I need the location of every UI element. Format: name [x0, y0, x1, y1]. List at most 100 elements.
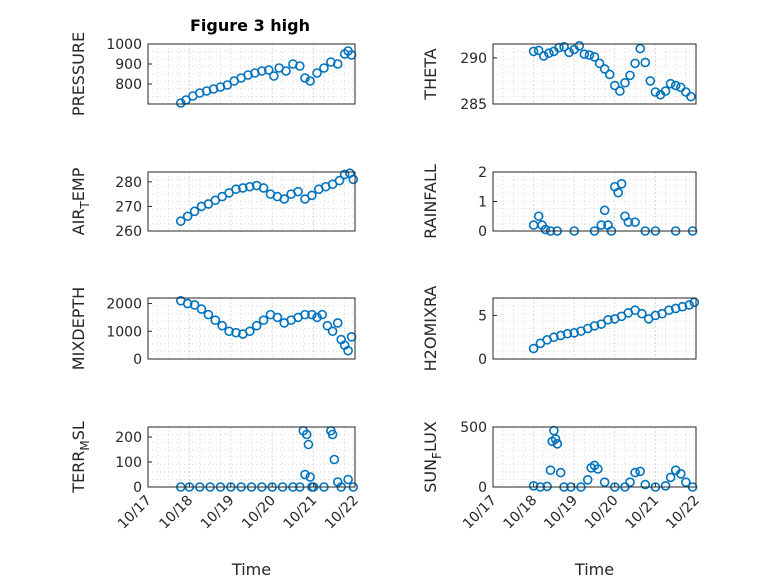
data-point: [604, 69, 615, 80]
data-point: [327, 429, 338, 440]
data-point: [599, 205, 610, 216]
axes-frame: [147, 426, 356, 488]
data-point: [533, 211, 544, 222]
figure-title: Figure 3 high: [190, 16, 310, 35]
data-point: [596, 220, 607, 230]
axes-frame: [492, 426, 697, 488]
y-tick-label: 100: [115, 455, 142, 471]
data-point: [263, 65, 274, 75]
y-tick-label: 900: [115, 57, 142, 73]
data-point: [322, 320, 333, 331]
y-tick-label: 285: [460, 97, 487, 113]
data-point: [544, 48, 554, 59]
subplot-mixdepth: 0 1000 2000 MIXDEPTH: [69, 287, 357, 370]
y-tick-label: 0: [478, 352, 487, 368]
data-point: [258, 183, 269, 193]
data-point: [584, 50, 595, 60]
data-point: [305, 76, 315, 86]
data-point: [272, 312, 283, 323]
y-axis-label: AIRTEMP: [69, 167, 92, 235]
data-point: [660, 480, 671, 491]
data-point: [599, 64, 610, 74]
data-point: [569, 328, 580, 338]
data-point: [317, 309, 328, 320]
data-point: [182, 298, 193, 309]
subplot-theta: 285 290 THETA: [421, 41, 697, 113]
data-point: [549, 332, 559, 343]
y-tick-label: 0: [478, 480, 487, 496]
data-point: [589, 52, 600, 62]
data-point: [339, 169, 350, 180]
y-tick-label: 0: [133, 352, 142, 368]
data-point: [327, 326, 338, 337]
data-point: [301, 429, 312, 440]
data-point: [582, 474, 593, 485]
plot-area: [493, 298, 696, 359]
data-point: [635, 466, 645, 477]
subplot-terr-msl: 0 100 200 10/17 10/18 10/19 10/20 10/21 10/22 Tim…: [69, 421, 362, 579]
x-tick-label: 10/22: [322, 493, 362, 533]
data-point: [555, 467, 566, 478]
plot-area: [493, 172, 696, 231]
data-point: [623, 217, 634, 227]
data-point: [664, 305, 674, 316]
data-point: [616, 179, 627, 189]
data-point: [244, 181, 255, 192]
data-point: [670, 303, 681, 314]
data-point: [545, 465, 556, 476]
x-tick-label: 10/21: [281, 493, 321, 533]
data-point: [640, 57, 651, 68]
y-tick-label: 270: [115, 199, 142, 215]
data-point: [343, 345, 353, 356]
data-point: [645, 76, 656, 86]
x-axis-label: Time: [574, 560, 614, 579]
data-point: [630, 58, 640, 69]
data-point: [603, 314, 613, 325]
data-point: [231, 327, 241, 338]
plot-area: [493, 427, 696, 487]
data-point: [257, 66, 267, 76]
x-tick-label: 10/20: [582, 493, 622, 533]
axes-frame: [492, 43, 697, 105]
data-point: [533, 45, 544, 56]
data-point: [684, 300, 695, 310]
data-point: [182, 211, 193, 222]
subplot-pressure: 800 900 1000 PRESSURE: [69, 32, 357, 116]
subplot-air-temp: 260 270 280 AIRTEMP: [69, 167, 359, 240]
data-point: [564, 47, 574, 58]
subplot-h2omixra: 0 5 H2OMIXRA: [421, 286, 700, 371]
y-tick-label: 0: [478, 224, 487, 240]
data-point: [224, 326, 234, 337]
data-point: [528, 480, 539, 491]
data-point: [305, 472, 315, 482]
data-point: [238, 183, 248, 193]
data-point: [300, 73, 310, 83]
axes-frame: [147, 297, 356, 360]
data-point: [189, 206, 200, 217]
y-tick-label: 2000: [106, 297, 142, 313]
x-axis-label: Time: [231, 560, 271, 579]
y-tick-label: 200: [115, 430, 142, 446]
data-point: [244, 326, 255, 337]
data-point: [281, 66, 291, 76]
y-axis-label: THETA: [421, 48, 440, 100]
data-point: [332, 318, 343, 328]
axes-frame: [492, 297, 697, 360]
y-tick-label: 280: [115, 175, 142, 191]
data-point: [650, 87, 661, 97]
data-point: [555, 330, 566, 341]
data-point: [300, 469, 310, 480]
data-point: [258, 315, 269, 325]
data-point: [615, 86, 625, 96]
data-point: [332, 59, 343, 69]
data-point: [300, 309, 310, 320]
data-point: [637, 308, 647, 319]
axes-frame: [147, 171, 356, 232]
data-point: [538, 51, 549, 61]
data-point: [665, 472, 676, 483]
data-point: [579, 49, 590, 59]
data-point: [175, 216, 186, 226]
data-point: [346, 332, 357, 342]
data-point: [677, 301, 688, 312]
data-point: [550, 434, 561, 444]
